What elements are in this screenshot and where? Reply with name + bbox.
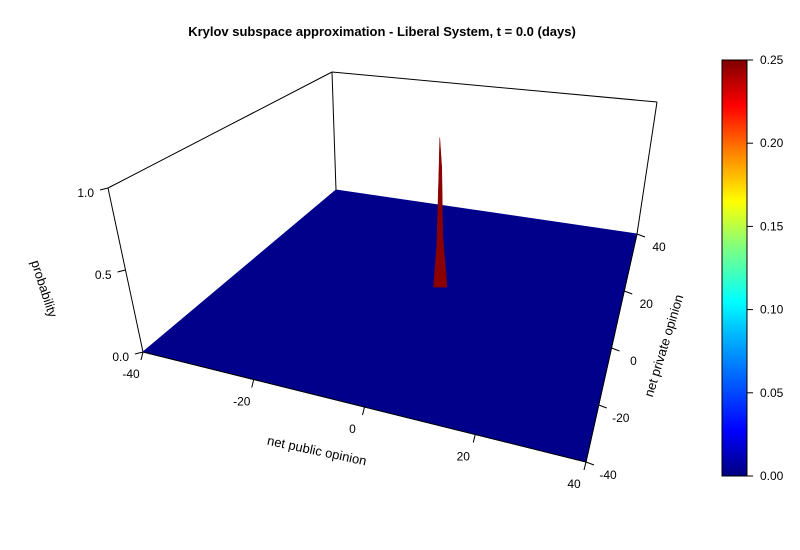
x-tick-mark: [251, 379, 255, 388]
x-tick-label: -20: [233, 395, 251, 409]
x-tick-mark: [140, 351, 144, 361]
colorbar-tick-label: 0.25: [760, 53, 784, 67]
y-tick-mark: [636, 233, 646, 238]
z-tick-mark: [134, 351, 144, 355]
x-tick-mark: [583, 461, 587, 471]
box-edge-back-top: [107, 71, 333, 189]
z-tick-mark: [117, 269, 126, 273]
z-tick-label: 1.0: [77, 186, 94, 200]
x-axis-label: net public opinion: [266, 433, 368, 469]
y-tick-label: 40: [652, 240, 666, 254]
y-tick-label: 20: [640, 297, 654, 311]
y-tick-mark: [585, 461, 595, 466]
x-tick-label: 40: [567, 477, 581, 491]
y-axis: -40 -20 0 20 40: [585, 233, 666, 482]
colorbar: [721, 59, 748, 477]
z-axis: 0.0 0.5 1.0: [77, 186, 144, 364]
y-tick-mark: [598, 404, 607, 409]
z-tick-label: 0.0: [112, 350, 129, 364]
z-axis-label: probability: [28, 258, 61, 319]
colorbar-tick-label: 0.20: [760, 136, 784, 150]
x-axis: -40 -20 0 20 40: [122, 351, 587, 491]
surface-floor: [141, 189, 638, 463]
colorbar-tick-label: 0.00: [760, 469, 784, 483]
surface-peak: [433, 137, 447, 288]
y-tick-label: -20: [612, 411, 630, 425]
x-tick-mark: [472, 434, 476, 443]
y-tick-mark: [624, 290, 633, 295]
z-tick-mark: [99, 187, 109, 191]
peak-spike: [433, 137, 447, 288]
colorbar-tick-label: 0.15: [760, 219, 784, 233]
colorbar-ticks: 0.00 0.05 0.10 0.15 0.20 0.25: [747, 53, 784, 483]
y-tick-label: 0: [630, 354, 637, 368]
z-tick-label: 0.5: [95, 268, 112, 282]
x-tick-label: -40: [122, 367, 140, 381]
colorbar-tick-label: 0.10: [760, 303, 784, 317]
box-edge-right-vertical: [636, 101, 658, 235]
y-tick-mark: [611, 347, 620, 352]
x-tick-label: 20: [457, 450, 471, 464]
colorbar-tick-label: 0.05: [760, 386, 784, 400]
y-tick-label: -40: [599, 468, 617, 482]
x-tick-mark: [362, 406, 365, 416]
box-edge-right-top: [331, 71, 658, 103]
box-edge-back-vertical: [331, 71, 337, 191]
chart-title: Krylov subspace approximation - Liberal …: [188, 24, 576, 39]
x-tick-label: 0: [349, 422, 356, 436]
